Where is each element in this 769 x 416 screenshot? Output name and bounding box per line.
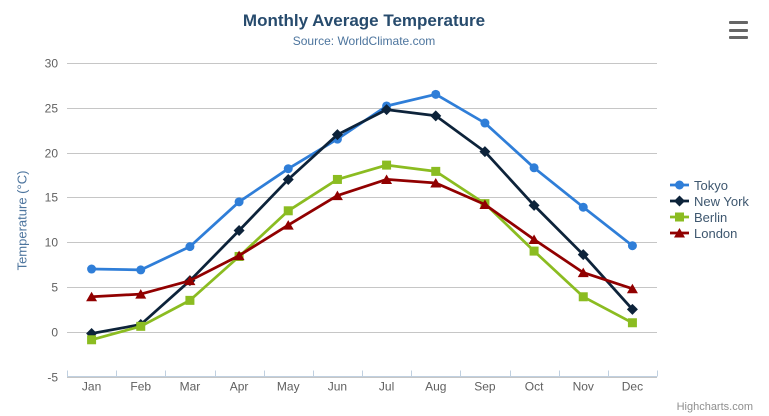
chart-title: Monthly Average Temperature (242, 11, 486, 30)
marker-new-york[interactable] (479, 146, 491, 158)
legend-label: London (694, 225, 738, 241)
marker-london[interactable] (282, 220, 294, 230)
marker-tokyo[interactable] (480, 118, 490, 128)
x-axis-label: Dec (622, 380, 643, 394)
chart-subtitle: Source: WorldClimate.com (292, 34, 436, 48)
marker-berlin[interactable] (529, 246, 539, 256)
hamburger-bar (729, 36, 748, 39)
legend-marker-shape (674, 228, 685, 238)
marker-london[interactable] (528, 234, 540, 244)
marker-berlin[interactable] (283, 206, 293, 216)
marker-london[interactable] (331, 190, 343, 201)
y-axis-label: 0 (51, 326, 58, 340)
legend-label: Tokyo (694, 177, 728, 193)
x-axis-label: Jul (379, 380, 394, 394)
legend-marker-shape (675, 180, 684, 190)
marker-tokyo[interactable] (87, 264, 97, 274)
legend-label: Berlin (694, 209, 728, 225)
marker-new-york[interactable] (331, 129, 343, 141)
hamburger-bar (729, 21, 748, 24)
marker-new-york[interactable] (430, 110, 442, 122)
legend-marker-tokyo (670, 180, 689, 190)
marker-new-york[interactable] (528, 199, 540, 211)
marker-london[interactable] (626, 283, 638, 294)
x-axis-label: Oct (525, 380, 544, 394)
x-axis-label: Feb (130, 380, 151, 394)
marker-tokyo[interactable] (529, 163, 539, 173)
series-line-berlin[interactable] (90, 163, 634, 342)
legend-marker-new-york (670, 195, 689, 207)
legend-label: New York (694, 193, 749, 209)
marker-london[interactable] (135, 289, 147, 299)
x-axis-label: Jan (82, 380, 101, 394)
y-axis-label: 20 (45, 147, 59, 161)
marker-london[interactable] (184, 275, 196, 286)
y-axis-label: 25 (45, 102, 59, 116)
legend-item-new-york[interactable]: New York (670, 193, 749, 209)
legend-marker-shape (674, 195, 685, 207)
marker-tokyo[interactable] (283, 164, 293, 174)
marker-berlin[interactable] (185, 295, 195, 305)
series-line-new-york[interactable] (90, 108, 634, 335)
y-axis-label: -5 (47, 371, 58, 385)
x-axis-label: Aug (425, 380, 446, 394)
hamburger-bar (729, 28, 748, 32)
marker-berlin[interactable] (578, 292, 588, 302)
marker-tokyo[interactable] (627, 241, 637, 251)
legend-item-tokyo[interactable]: Tokyo (670, 177, 749, 193)
x-axis-label: Apr (230, 380, 249, 394)
marker-tokyo[interactable] (185, 242, 195, 252)
x-axis-label: Sep (474, 380, 496, 394)
y-axis-label: 15 (45, 191, 59, 205)
marker-london[interactable] (577, 267, 589, 278)
legend-marker-shape (675, 212, 684, 222)
marker-london[interactable] (86, 291, 98, 302)
marker-berlin[interactable] (87, 335, 97, 345)
x-axis-label: Jun (328, 380, 347, 394)
x-axis-label: Mar (180, 380, 201, 394)
y-axis-label: 10 (45, 236, 59, 250)
marker-berlin[interactable] (627, 318, 637, 328)
marker-berlin[interactable] (332, 174, 342, 184)
marker-new-york[interactable] (381, 104, 393, 116)
legend-item-london[interactable]: London (670, 225, 749, 241)
marker-tokyo[interactable] (234, 197, 244, 207)
hamburger-icon[interactable] (729, 20, 748, 40)
marker-london[interactable] (430, 178, 442, 188)
marker-london[interactable] (479, 199, 491, 210)
marker-tokyo[interactable] (578, 202, 588, 212)
marker-new-york[interactable] (282, 173, 294, 185)
marker-new-york[interactable] (626, 303, 638, 315)
legend-item-berlin[interactable]: Berlin (670, 209, 749, 225)
marker-london[interactable] (233, 250, 245, 261)
marker-new-york[interactable] (577, 249, 589, 261)
marker-london[interactable] (381, 174, 393, 184)
y-axis-label: 30 (45, 57, 59, 71)
marker-new-york[interactable] (233, 224, 245, 236)
marker-berlin[interactable] (382, 160, 392, 170)
legend-marker-berlin (670, 212, 689, 222)
marker-tokyo[interactable] (431, 89, 441, 99)
x-axis-label: May (277, 380, 300, 394)
marker-berlin[interactable] (136, 321, 146, 331)
legend-marker-london (670, 228, 689, 238)
series-line-london[interactable] (90, 178, 634, 299)
highcharts-credit[interactable]: Highcharts.com (676, 401, 753, 413)
legend: Tokyo New York Berlin London (670, 177, 749, 241)
marker-berlin[interactable] (431, 166, 441, 176)
y-axis-label: 5 (51, 281, 58, 295)
x-axis-label: Nov (573, 380, 594, 394)
marker-tokyo[interactable] (136, 265, 146, 275)
